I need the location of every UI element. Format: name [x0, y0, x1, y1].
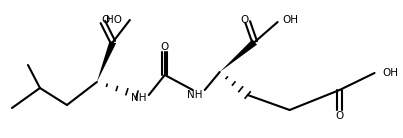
Text: OH: OH	[283, 15, 299, 25]
Text: OH: OH	[382, 68, 399, 78]
Text: O: O	[161, 42, 169, 52]
Text: O: O	[241, 15, 249, 25]
Text: O: O	[335, 111, 344, 121]
Polygon shape	[97, 41, 116, 82]
Text: NH: NH	[131, 93, 147, 103]
Polygon shape	[220, 39, 257, 72]
Text: HO: HO	[106, 15, 122, 25]
Text: O: O	[102, 15, 110, 25]
Text: NH: NH	[187, 90, 203, 100]
